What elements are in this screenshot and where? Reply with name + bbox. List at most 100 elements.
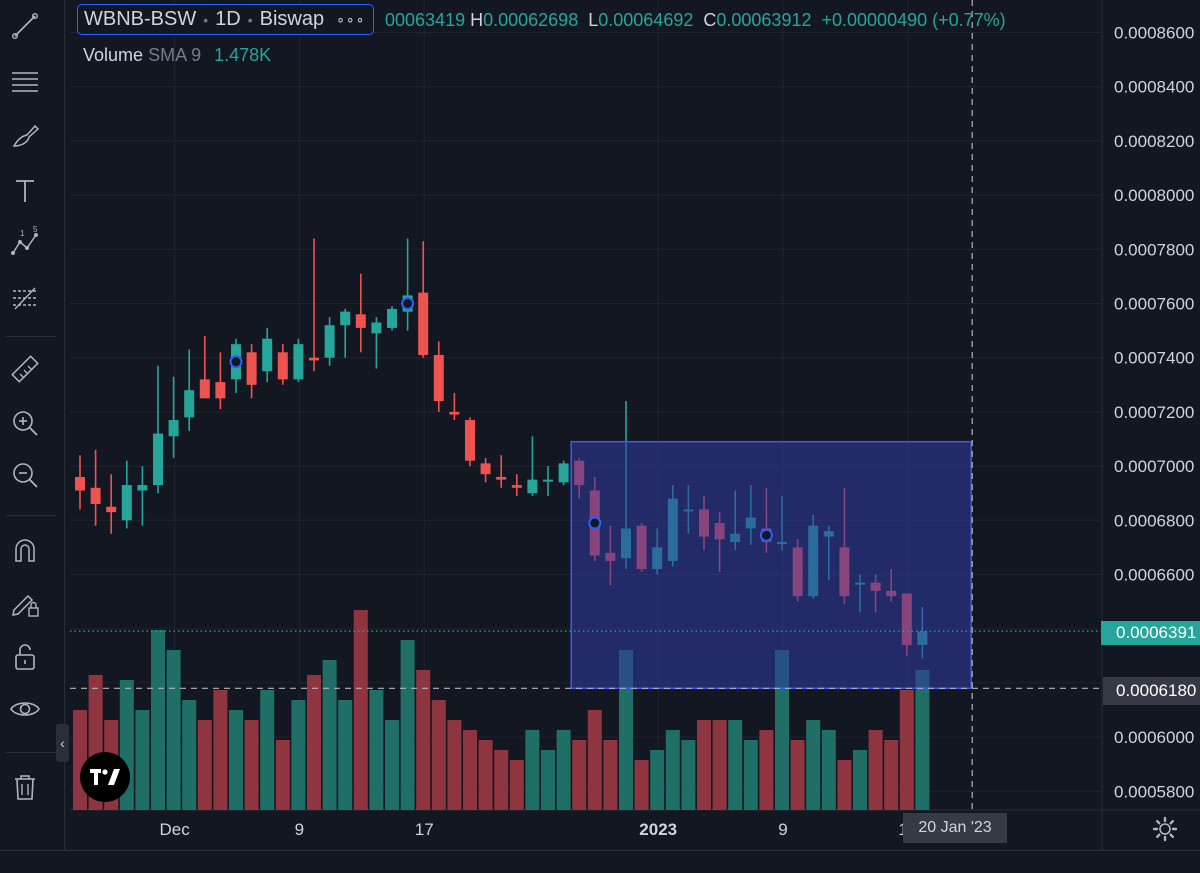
rectangle-drawing <box>570 440 972 690</box>
volume-bar <box>478 740 493 810</box>
candle-body <box>449 411 460 415</box>
volume-bar <box>525 730 540 810</box>
crosshair-date-label: 20 Jan '23 <box>903 813 1007 843</box>
volume-bar <box>509 760 524 810</box>
price-tick-label: 0.0006000 <box>1114 728 1194 747</box>
low-value: 0.00064692 <box>598 10 694 30</box>
volume-bar <box>619 650 633 810</box>
price-tick-label: 0.0006600 <box>1114 566 1194 585</box>
price-tick-label: 0.0007200 <box>1114 403 1194 422</box>
collapse-toolbar-button[interactable]: ‹ <box>56 724 69 762</box>
volume-bar <box>182 700 197 810</box>
change-value: +0.00000490 (+0.77%) <box>821 10 1006 30</box>
volume-bar <box>416 670 431 810</box>
candle-body <box>262 338 273 372</box>
text-icon[interactable] <box>2 168 48 214</box>
candle-body <box>168 420 179 437</box>
candle-body <box>293 344 304 380</box>
settings-gear-icon[interactable] <box>1150 814 1180 844</box>
volume-bar <box>884 740 899 810</box>
bottom-bar <box>0 850 1200 873</box>
candle-body <box>90 487 101 505</box>
eye-icon[interactable] <box>2 686 48 732</box>
brush-icon[interactable] <box>2 113 48 159</box>
volume-bar <box>463 730 477 810</box>
candle-body <box>387 308 397 328</box>
volume-bar <box>915 670 930 810</box>
candle-body <box>496 476 507 480</box>
volume-bar <box>853 750 867 810</box>
trash-icon[interactable] <box>2 764 48 810</box>
volume-bar <box>587 710 602 810</box>
candle-body <box>433 354 444 402</box>
volume-bar <box>603 740 618 810</box>
unlock-icon[interactable] <box>2 634 48 680</box>
more-options-icon[interactable]: ∘∘∘ <box>336 11 366 27</box>
volume-bar <box>431 700 446 810</box>
volume-bar <box>338 700 353 810</box>
svg-text:5: 5 <box>33 226 38 234</box>
volume-bar <box>634 760 649 810</box>
volume-bar <box>353 610 368 810</box>
last-price-label: 0.0006391 <box>1101 621 1200 645</box>
volume-bar <box>572 740 587 810</box>
zoom-in-icon[interactable] <box>2 400 48 446</box>
candle-body <box>465 420 475 461</box>
price-tick-label: 0.0007000 <box>1114 457 1194 476</box>
volume-bar <box>260 690 275 810</box>
volume-legend[interactable]: Volume SMA 9 1.478K <box>83 45 271 66</box>
exchange-label: Biswap <box>259 8 325 30</box>
volume-bar <box>650 750 665 810</box>
volume-bar <box>821 730 836 810</box>
candle-body <box>527 479 538 494</box>
volume-bar <box>697 720 711 810</box>
volume-bar <box>868 730 883 810</box>
candlestick-chart[interactable]: 0.00058000.00060000.00062000.00064000.00… <box>0 0 1200 850</box>
time-tick-label: 17 <box>415 820 434 839</box>
symbol-legend[interactable]: WBNB-BSW • 1D • Biswap ∘∘∘ <box>77 4 375 35</box>
volume-bar <box>743 740 758 810</box>
svg-text:1: 1 <box>20 229 25 238</box>
time-tick-label: Dec <box>159 820 190 839</box>
price-tick-label: 0.0007600 <box>1114 295 1194 314</box>
candle-body <box>309 357 319 361</box>
volume-sma-label: SMA 9 <box>148 45 202 65</box>
candle-body <box>121 485 132 521</box>
time-tick-label: 9 <box>295 820 304 839</box>
time-axis: Dec9172023917 <box>159 820 917 839</box>
volume-bar <box>197 720 212 810</box>
volume-bar <box>665 730 680 810</box>
candle-body <box>543 479 553 482</box>
price-tick-label: 0.0008000 <box>1114 186 1194 205</box>
volume-bar <box>494 750 509 810</box>
magnet-icon[interactable] <box>2 527 48 573</box>
volume-bar <box>322 660 337 810</box>
toolbar-divider <box>64 0 65 850</box>
candle-body <box>324 325 335 358</box>
volume-bar <box>275 740 290 810</box>
candle-body <box>199 379 210 399</box>
ruler-icon[interactable] <box>2 346 48 392</box>
high-value: 0.00062698 <box>483 10 579 30</box>
event-marker <box>229 355 243 369</box>
volume-bar <box>899 690 914 810</box>
volume-bar <box>712 720 727 810</box>
fib-icon[interactable] <box>2 275 48 321</box>
lock-drawing-icon[interactable] <box>2 580 48 626</box>
candle-body <box>511 485 522 488</box>
event-marker <box>588 516 602 530</box>
volume-bar <box>759 730 774 810</box>
open-value: 00063419 <box>385 10 466 30</box>
tradingview-logo[interactable] <box>80 752 130 802</box>
candle-body <box>184 390 195 418</box>
volume-bar <box>775 650 789 810</box>
candle-body <box>153 433 163 486</box>
horizontal-lines-icon[interactable] <box>2 58 48 104</box>
candle-body <box>418 292 429 355</box>
zoom-out-icon[interactable] <box>2 452 48 498</box>
price-tick-label: 0.0008400 <box>1114 78 1194 97</box>
volume-bar <box>790 740 805 810</box>
trend-line-icon[interactable] <box>2 3 48 49</box>
